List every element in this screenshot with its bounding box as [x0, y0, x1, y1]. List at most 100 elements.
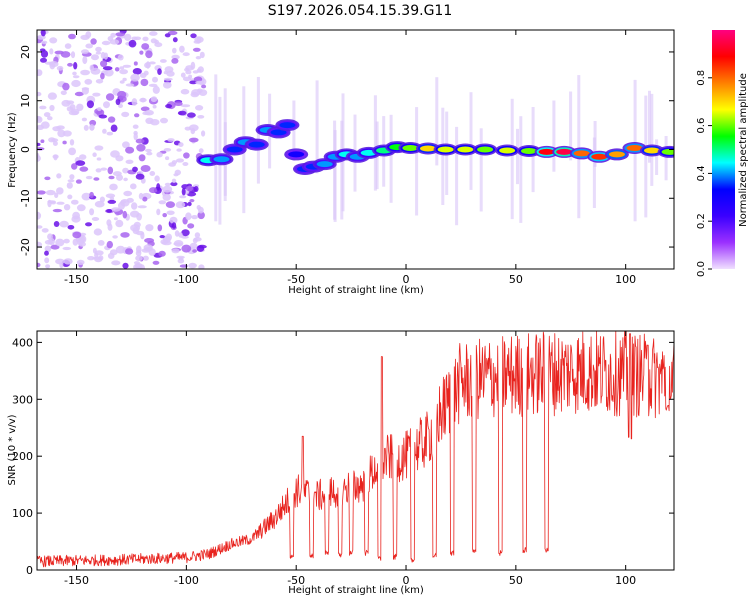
noise-blob: [100, 51, 106, 59]
noise-blob: [194, 232, 201, 239]
noise-blob: [134, 113, 140, 118]
noise-blob: [149, 171, 156, 176]
noise-blob: [37, 69, 43, 77]
noise-blob: [165, 201, 175, 209]
y-tick-label: 200: [12, 450, 33, 463]
noise-blob: [120, 200, 127, 204]
noise-blob: [179, 264, 188, 268]
noise-blob: [117, 54, 124, 61]
snr-frame: [36, 330, 675, 571]
noise-blob: [70, 51, 76, 59]
noise-blob: [94, 250, 104, 256]
noise-blob: [158, 200, 167, 205]
noise-blob: [116, 174, 123, 181]
noise-blob: [138, 154, 146, 162]
colorbar-gradient: [712, 30, 735, 269]
noise-blob: [120, 232, 130, 238]
noise-blob: [101, 40, 111, 46]
track-core: [644, 147, 660, 154]
noise-blob: [37, 142, 41, 147]
noise-blob: [164, 33, 171, 38]
noise-blob: [190, 61, 196, 70]
noise-blob: [63, 258, 73, 265]
noise-blob: [193, 186, 199, 192]
noise-blob: [83, 124, 89, 131]
noise-blob: [68, 33, 76, 40]
noise-blob: [191, 89, 201, 96]
noise-blob: [37, 225, 43, 229]
noise-blob: [160, 59, 167, 63]
noise-blob: [37, 211, 42, 220]
noise-blob: [201, 84, 207, 89]
noise-blob: [139, 97, 147, 103]
noise-blob: [148, 248, 156, 256]
colorbar-label: Normalized spectral amplitude: [738, 73, 749, 227]
noise-blob: [89, 64, 95, 71]
noise-blob: [62, 140, 67, 145]
noise-blob: [107, 116, 116, 123]
noise-blob: [145, 50, 153, 59]
noise-blob: [102, 66, 113, 71]
noise-blob: [167, 30, 178, 36]
noise-blob: [40, 50, 49, 58]
noise-blob: [80, 69, 90, 76]
noise-streak: [519, 116, 523, 223]
noise-blob: [85, 43, 93, 49]
track-core: [591, 153, 608, 160]
x-tick-label: -100: [174, 574, 199, 587]
noise-blob: [56, 187, 64, 195]
noise-blob: [137, 205, 147, 209]
noise-blob: [49, 61, 59, 68]
noise-blob: [166, 210, 175, 216]
noise-blob: [48, 238, 55, 246]
noise-blob: [163, 148, 172, 152]
noise-streak: [415, 107, 419, 216]
noise-streak: [655, 139, 659, 175]
noise-streak: [664, 136, 668, 181]
track-core: [402, 145, 419, 151]
noise-blob: [92, 92, 101, 97]
noise-blob: [56, 173, 62, 179]
noise-blob: [138, 192, 144, 200]
noise-blob: [37, 241, 43, 248]
noise-blob: [66, 182, 73, 189]
noise-blob: [84, 78, 93, 85]
noise-blob: [193, 40, 201, 44]
noise-blob: [119, 69, 128, 75]
track-core: [477, 146, 494, 153]
spectrogram-x-axis: -150 -100 -50 0 50 100: [64, 30, 636, 286]
y-tick-label: 0: [19, 146, 32, 153]
noise-blob: [37, 91, 42, 97]
noise-blob: [135, 173, 145, 180]
noise-blob: [128, 39, 137, 48]
noise-streak: [593, 121, 597, 167]
noise-streak: [469, 92, 473, 190]
noise-blob: [181, 235, 189, 239]
noise-blob: [111, 260, 121, 266]
noise-blob: [39, 105, 47, 110]
x-tick-label: -100: [174, 273, 199, 286]
noise-blob: [148, 61, 156, 65]
noise-streak: [333, 130, 337, 222]
noise-blob: [192, 70, 199, 74]
noise-blob: [172, 37, 178, 43]
spectrogram-y-axis: -20 -10 0 10 20: [19, 45, 674, 256]
noise-blob: [193, 76, 203, 82]
noise-blob: [122, 210, 128, 219]
noise-streak: [315, 80, 319, 174]
noise-blob: [157, 68, 162, 75]
y-tick-label: 400: [12, 336, 33, 349]
colorbar-tick-label: 0.6: [696, 118, 707, 134]
track-core: [420, 145, 436, 152]
noise-blob: [102, 128, 107, 134]
noise-blob: [130, 210, 140, 218]
noise-blob: [94, 145, 104, 151]
noise-blob: [187, 201, 192, 207]
noise-blob: [178, 257, 184, 261]
spectrogram-x-label: Height of straight line (km): [288, 285, 424, 296]
noise-blob: [76, 204, 86, 212]
noise-streak: [644, 95, 648, 218]
noise-blob: [179, 195, 187, 199]
track-core: [226, 146, 243, 153]
noise-blob: [150, 96, 158, 103]
